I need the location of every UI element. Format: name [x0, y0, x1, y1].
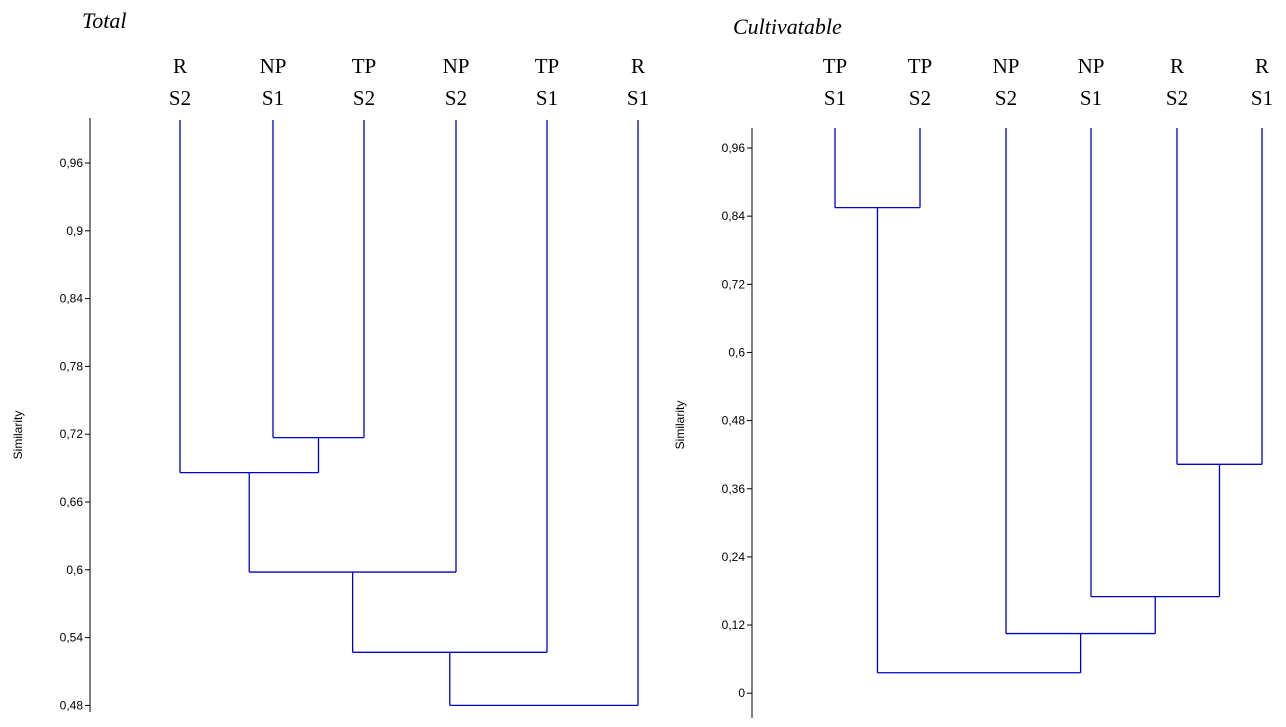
y-tick-label-cultivatable: 0,84 — [722, 209, 746, 223]
y-tick-label-total: 0,54 — [60, 631, 84, 645]
leaf-label-sample-cultivatable: S1 — [824, 86, 846, 110]
leaf-label-sample-cultivatable: S1 — [1080, 86, 1102, 110]
leaf-label-group-total: NP — [443, 54, 470, 78]
leaf-label-sample-cultivatable: S2 — [1166, 86, 1188, 110]
y-tick-label-cultivatable: 0,6 — [728, 345, 745, 359]
y-axis-title-cultivatable: Similarity — [673, 401, 687, 450]
leaf-label-sample-cultivatable: S1 — [1251, 86, 1273, 110]
y-tick-label-cultivatable: 0,12 — [722, 618, 746, 632]
y-tick-label-cultivatable: 0 — [738, 686, 745, 700]
leaf-label-group-cultivatable: NP — [993, 54, 1020, 78]
y-tick-label-cultivatable: 0,36 — [722, 482, 746, 496]
leaf-label-group-cultivatable: R — [1170, 54, 1184, 78]
leaf-label-group-cultivatable: TP — [908, 54, 933, 78]
y-tick-label-total: 0,48 — [60, 698, 84, 712]
panel-title-cultivatable: Cultivatable — [733, 14, 842, 39]
panel-title-total: Total — [82, 8, 127, 33]
y-tick-label-total: 0,84 — [60, 292, 84, 306]
leaf-label-sample-total: S2 — [445, 86, 467, 110]
leaf-label-group-cultivatable: NP — [1078, 54, 1105, 78]
y-tick-label-total: 0,6 — [66, 563, 83, 577]
leaf-label-group-total: NP — [260, 54, 287, 78]
y-tick-label-total: 0,9 — [66, 224, 83, 238]
y-tick-label-cultivatable: 0,24 — [722, 550, 746, 564]
leaf-label-sample-total: S2 — [353, 86, 375, 110]
leaf-label-group-total: TP — [535, 54, 560, 78]
y-tick-label-cultivatable: 0,72 — [722, 277, 746, 291]
leaf-label-group-cultivatable: TP — [823, 54, 848, 78]
y-axis-title-total: Similarity — [11, 411, 25, 460]
leaf-label-group-cultivatable: R — [1255, 54, 1269, 78]
y-tick-label-cultivatable: 0,96 — [722, 141, 746, 155]
leaf-label-group-total: R — [631, 54, 645, 78]
y-tick-label-total: 0,72 — [60, 427, 84, 441]
leaf-label-sample-total: S1 — [627, 86, 649, 110]
leaf-label-sample-cultivatable: S2 — [909, 86, 931, 110]
leaf-label-group-total: R — [173, 54, 187, 78]
leaf-label-sample-total: S1 — [262, 86, 284, 110]
y-tick-label-total: 0,78 — [60, 359, 84, 373]
y-tick-label-cultivatable: 0,48 — [722, 414, 746, 428]
leaf-label-sample-total: S1 — [536, 86, 558, 110]
leaf-label-sample-cultivatable: S2 — [995, 86, 1017, 110]
y-tick-label-total: 0,96 — [60, 156, 84, 170]
leaf-label-sample-total: S2 — [169, 86, 191, 110]
leaf-label-group-total: TP — [352, 54, 377, 78]
y-tick-label-total: 0,66 — [60, 495, 84, 509]
